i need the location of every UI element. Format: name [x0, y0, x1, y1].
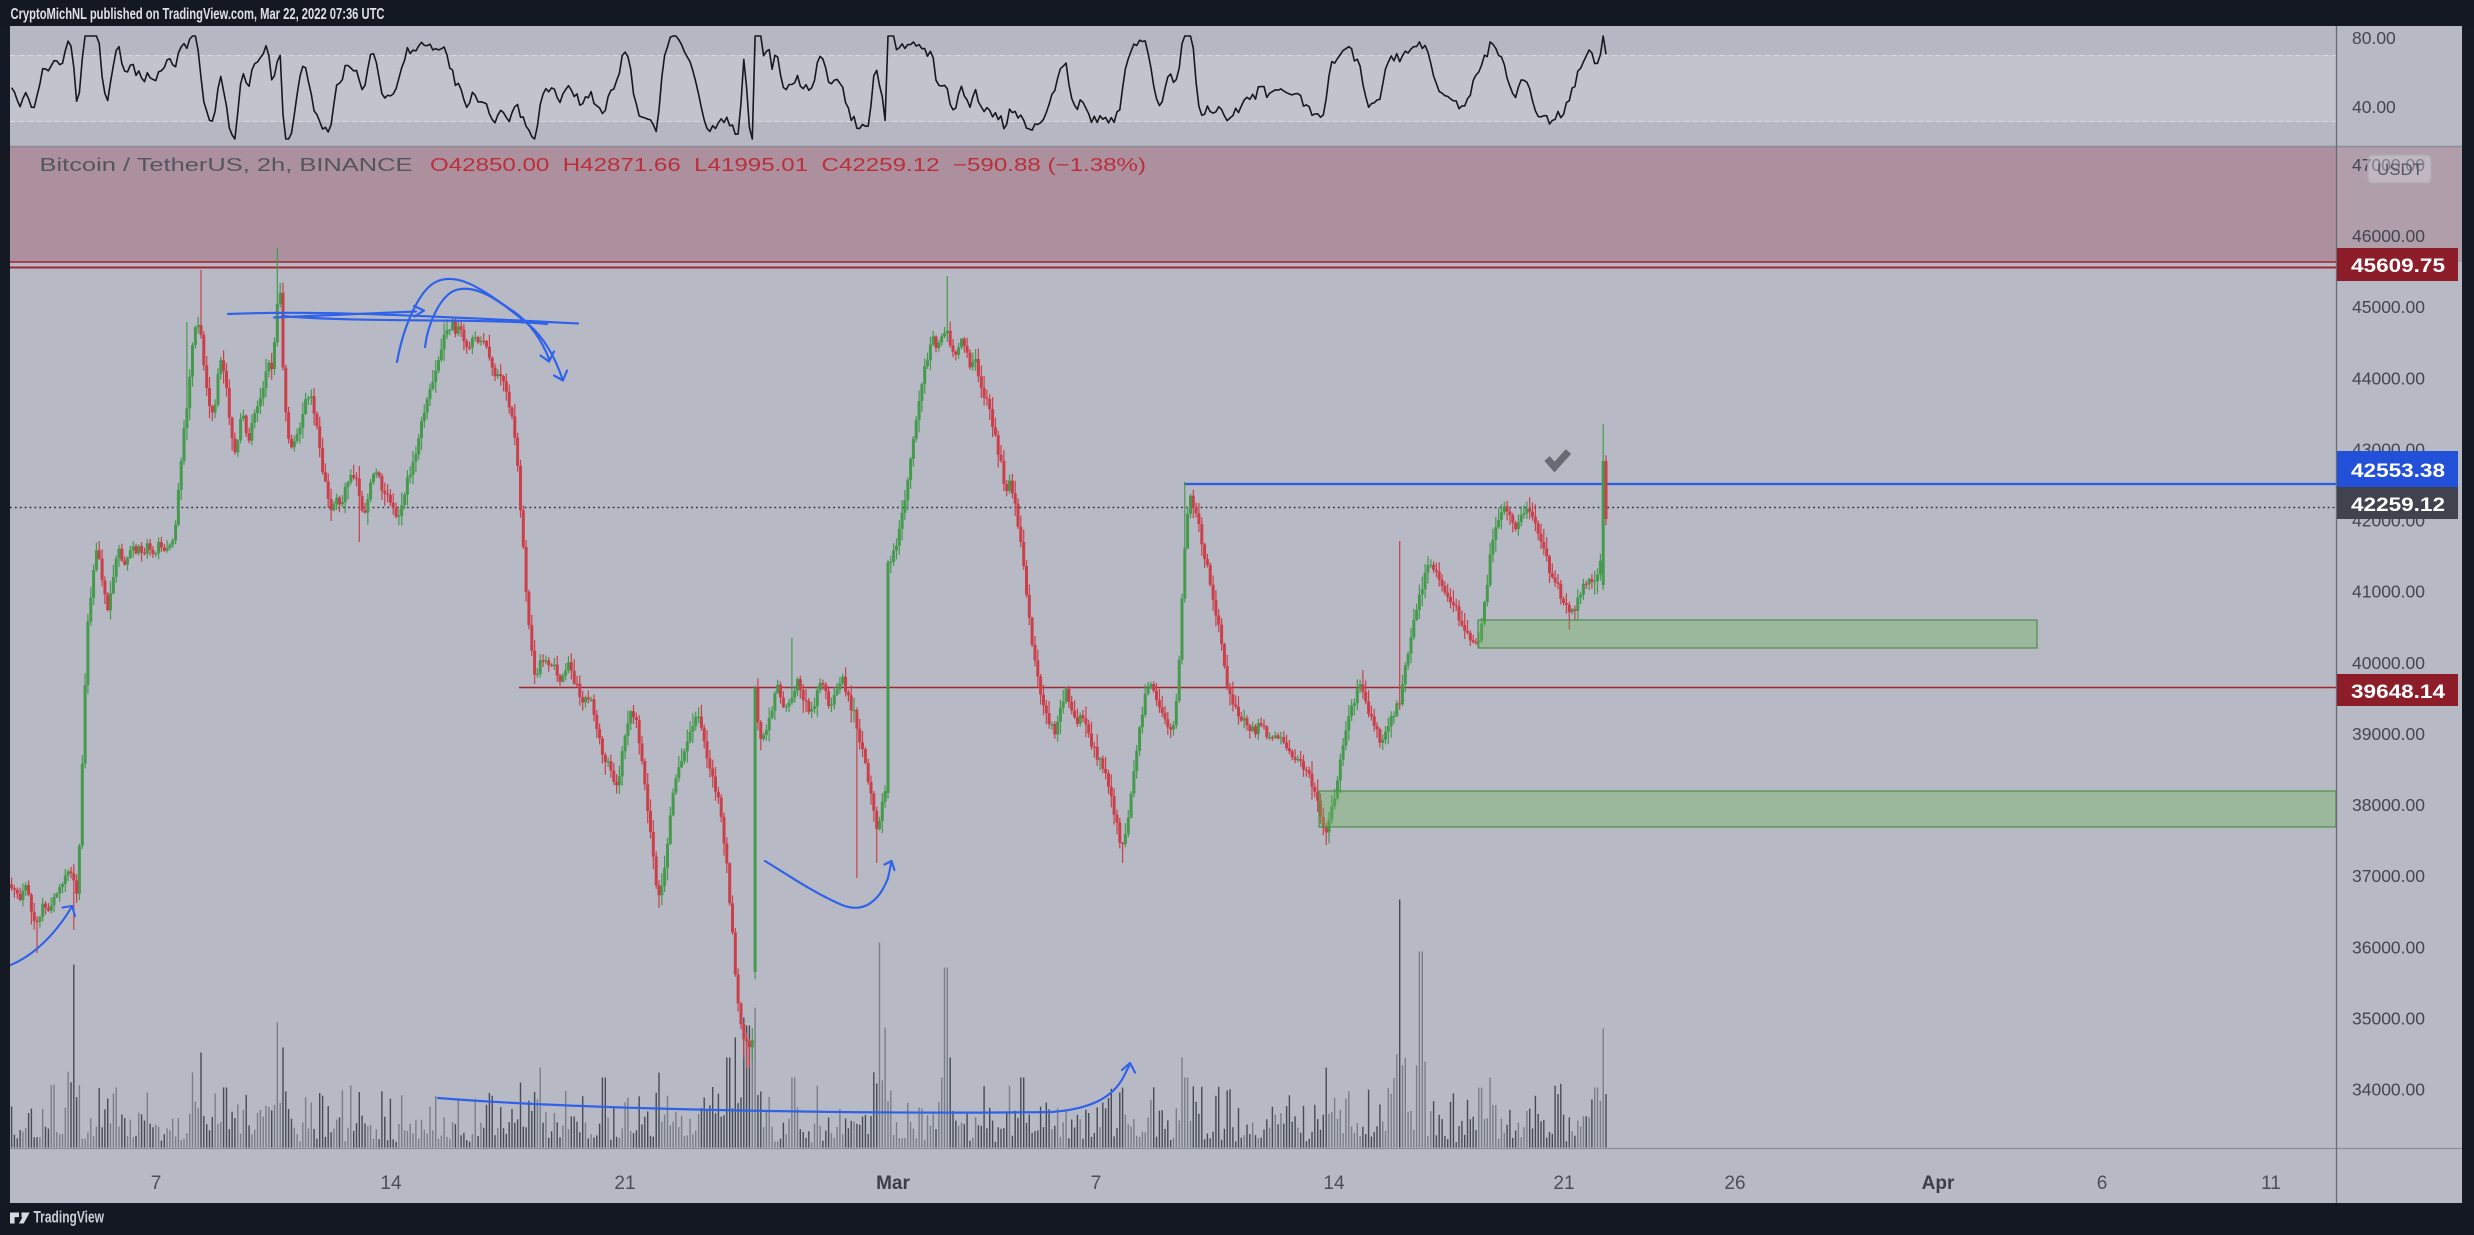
svg-text:80.00: 80.00: [2352, 28, 2396, 48]
svg-text:38000.00: 38000.00: [2352, 795, 2425, 815]
svg-text:CryptoMichNL published on Trad: CryptoMichNL published on TradingView.co…: [11, 6, 385, 23]
svg-text:14: 14: [380, 1173, 402, 1194]
svg-text:21: 21: [1553, 1173, 1574, 1194]
svg-text:45609.75: 45609.75: [2351, 256, 2446, 277]
svg-text:Apr: Apr: [1922, 1173, 1955, 1194]
svg-text:6: 6: [2097, 1173, 2108, 1194]
svg-text:35000.00: 35000.00: [2352, 1008, 2425, 1028]
svg-text:44000.00: 44000.00: [2352, 368, 2425, 388]
svg-text:36000.00: 36000.00: [2352, 937, 2425, 957]
svg-text:7: 7: [151, 1173, 162, 1194]
svg-text:40000.00: 40000.00: [2352, 653, 2425, 673]
svg-text:46000.00: 46000.00: [2352, 226, 2425, 246]
svg-text:39648.14: 39648.14: [2351, 682, 2446, 703]
svg-text:41000.00: 41000.00: [2352, 582, 2425, 602]
svg-text:34000.00: 34000.00: [2352, 1080, 2425, 1100]
svg-text:Mar: Mar: [876, 1173, 910, 1194]
svg-text:11: 11: [2261, 1173, 2281, 1194]
svg-text:40.00: 40.00: [2352, 97, 2396, 117]
svg-text:Bitcoin / TetherUS, 2h, BINANC: Bitcoin / TetherUS, 2h, BINANCE: [40, 154, 413, 175]
svg-text:39000.00: 39000.00: [2352, 724, 2425, 744]
svg-text:21: 21: [614, 1173, 635, 1194]
svg-text:USDT: USDT: [2377, 161, 2423, 179]
svg-text:O42850.00 H42871.66 L41995.0: O42850.00 H42871.66 L41995.01 C42259.12 …: [430, 154, 1146, 175]
svg-text:TradingView: TradingView: [34, 1209, 105, 1227]
svg-text:42553.38: 42553.38: [2351, 461, 2445, 482]
svg-text:14: 14: [1323, 1173, 1345, 1194]
svg-text:7: 7: [1091, 1173, 1102, 1194]
svg-text:47000.00: 47000.00: [2352, 155, 2425, 175]
svg-text:37000.00: 37000.00: [2352, 866, 2425, 886]
svg-text:45000.00: 45000.00: [2352, 297, 2425, 317]
svg-text:26: 26: [1724, 1173, 1745, 1194]
svg-text:42259.12: 42259.12: [2351, 495, 2445, 516]
